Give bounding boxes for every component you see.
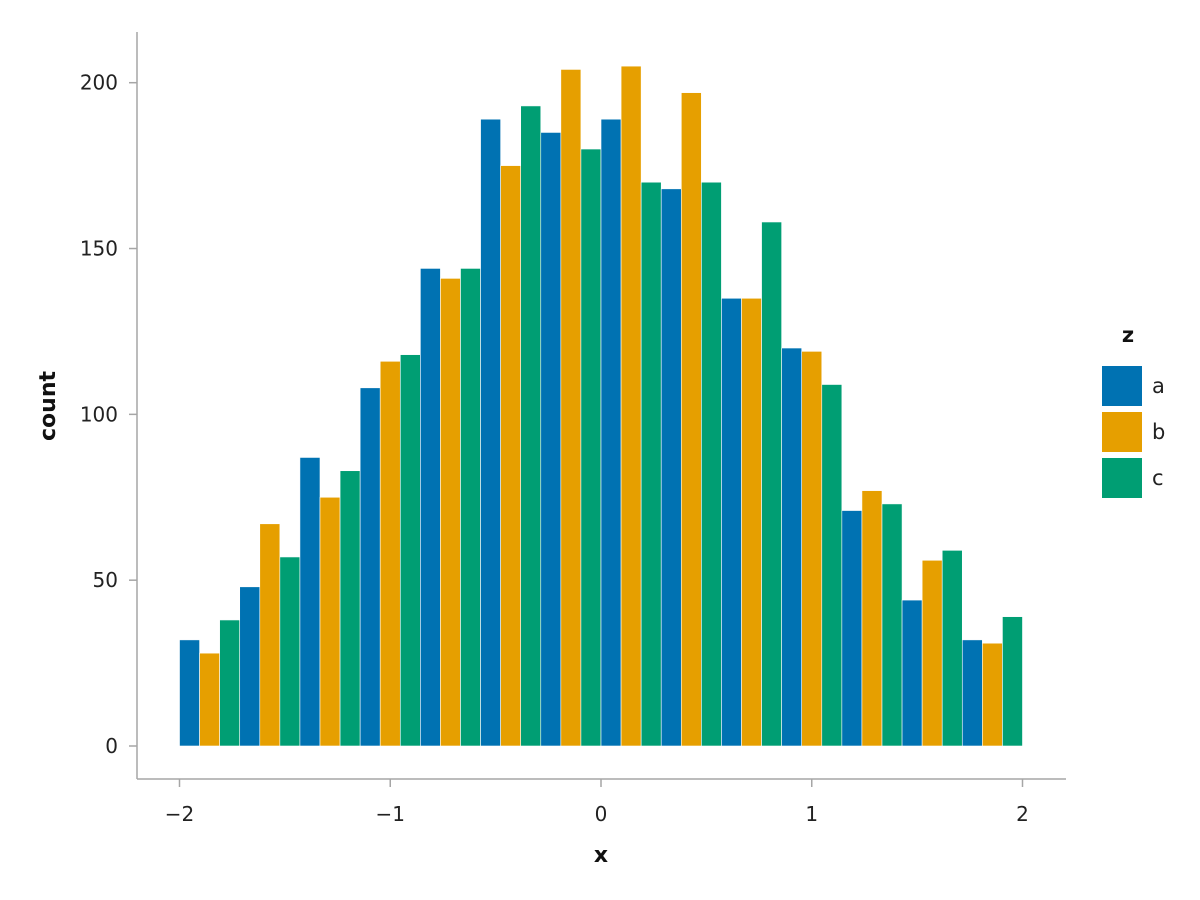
y-tick-label: 150 — [80, 237, 118, 261]
bar-a-2 — [299, 457, 321, 747]
bar-a-12 — [901, 599, 923, 747]
bar-b-8 — [680, 92, 702, 747]
legend-title: z — [1122, 323, 1134, 347]
bar-b-0 — [199, 652, 220, 747]
bar-c-8 — [701, 181, 722, 747]
x-tick-label: 0 — [595, 802, 608, 826]
bar-a-0 — [179, 639, 200, 747]
bar-b-7 — [620, 65, 642, 747]
bar-c-4 — [460, 268, 481, 747]
bar-a-7 — [600, 118, 622, 747]
bar-c-6 — [580, 148, 602, 747]
bar-b-4 — [440, 278, 461, 747]
bar-a-6 — [540, 132, 562, 747]
legend: z abc — [1102, 323, 1165, 498]
legend-swatch-b — [1102, 412, 1142, 452]
bar-a-5 — [480, 118, 501, 747]
bar-b-11 — [861, 490, 883, 747]
bar-c-10 — [821, 384, 843, 747]
bar-c-2 — [339, 470, 361, 747]
legend-label-a: a — [1152, 374, 1165, 398]
x-tick-label: −2 — [165, 802, 194, 826]
x-tick-label: 2 — [1016, 802, 1029, 826]
x-axis-title: x — [594, 843, 608, 868]
legend-label-c: c — [1152, 466, 1164, 490]
bar-a-8 — [660, 188, 682, 747]
y-tick-label: 0 — [105, 734, 118, 758]
bar-b-10 — [801, 351, 823, 747]
bar-c-7 — [640, 181, 662, 747]
y-axis-title: count — [36, 371, 61, 441]
bar-a-10 — [781, 347, 803, 747]
bar-a-13 — [961, 639, 983, 747]
bar-c-13 — [1002, 616, 1023, 747]
y-axis-ticks: 0 50 100 150 200 — [80, 71, 137, 758]
bar-b-1 — [259, 523, 281, 747]
bar-c-5 — [520, 105, 542, 747]
legend-label-b: b — [1152, 420, 1165, 444]
y-tick-label: 50 — [93, 568, 118, 592]
legend-swatch-c — [1102, 458, 1142, 498]
bar-c-11 — [881, 503, 903, 747]
bar-b-5 — [500, 165, 522, 747]
bar-c-12 — [941, 550, 963, 747]
y-tick-label: 100 — [80, 402, 118, 426]
bar-b-3 — [379, 360, 401, 747]
bar-b-13 — [982, 642, 1003, 747]
bar-c-9 — [761, 221, 782, 747]
bar-b-6 — [560, 69, 582, 747]
legend-swatch-a — [1102, 366, 1142, 406]
bar-c-1 — [279, 556, 301, 747]
bar-b-2 — [319, 496, 341, 747]
bar-c-0 — [219, 619, 241, 747]
bar-b-9 — [741, 297, 762, 747]
x-tick-label: −1 — [376, 802, 405, 826]
bar-a-9 — [721, 297, 742, 747]
x-axis-ticks: −2 −1 0 1 2 — [165, 779, 1029, 826]
bar-a-4 — [420, 268, 441, 747]
y-tick-label: 200 — [80, 71, 118, 95]
x-tick-label: 1 — [805, 802, 818, 826]
bar-b-12 — [921, 559, 943, 747]
bar-c-3 — [399, 354, 421, 747]
bars-group — [179, 65, 1023, 747]
bar-a-1 — [239, 586, 261, 747]
bar-a-3 — [359, 387, 381, 747]
bar-a-11 — [841, 510, 863, 747]
